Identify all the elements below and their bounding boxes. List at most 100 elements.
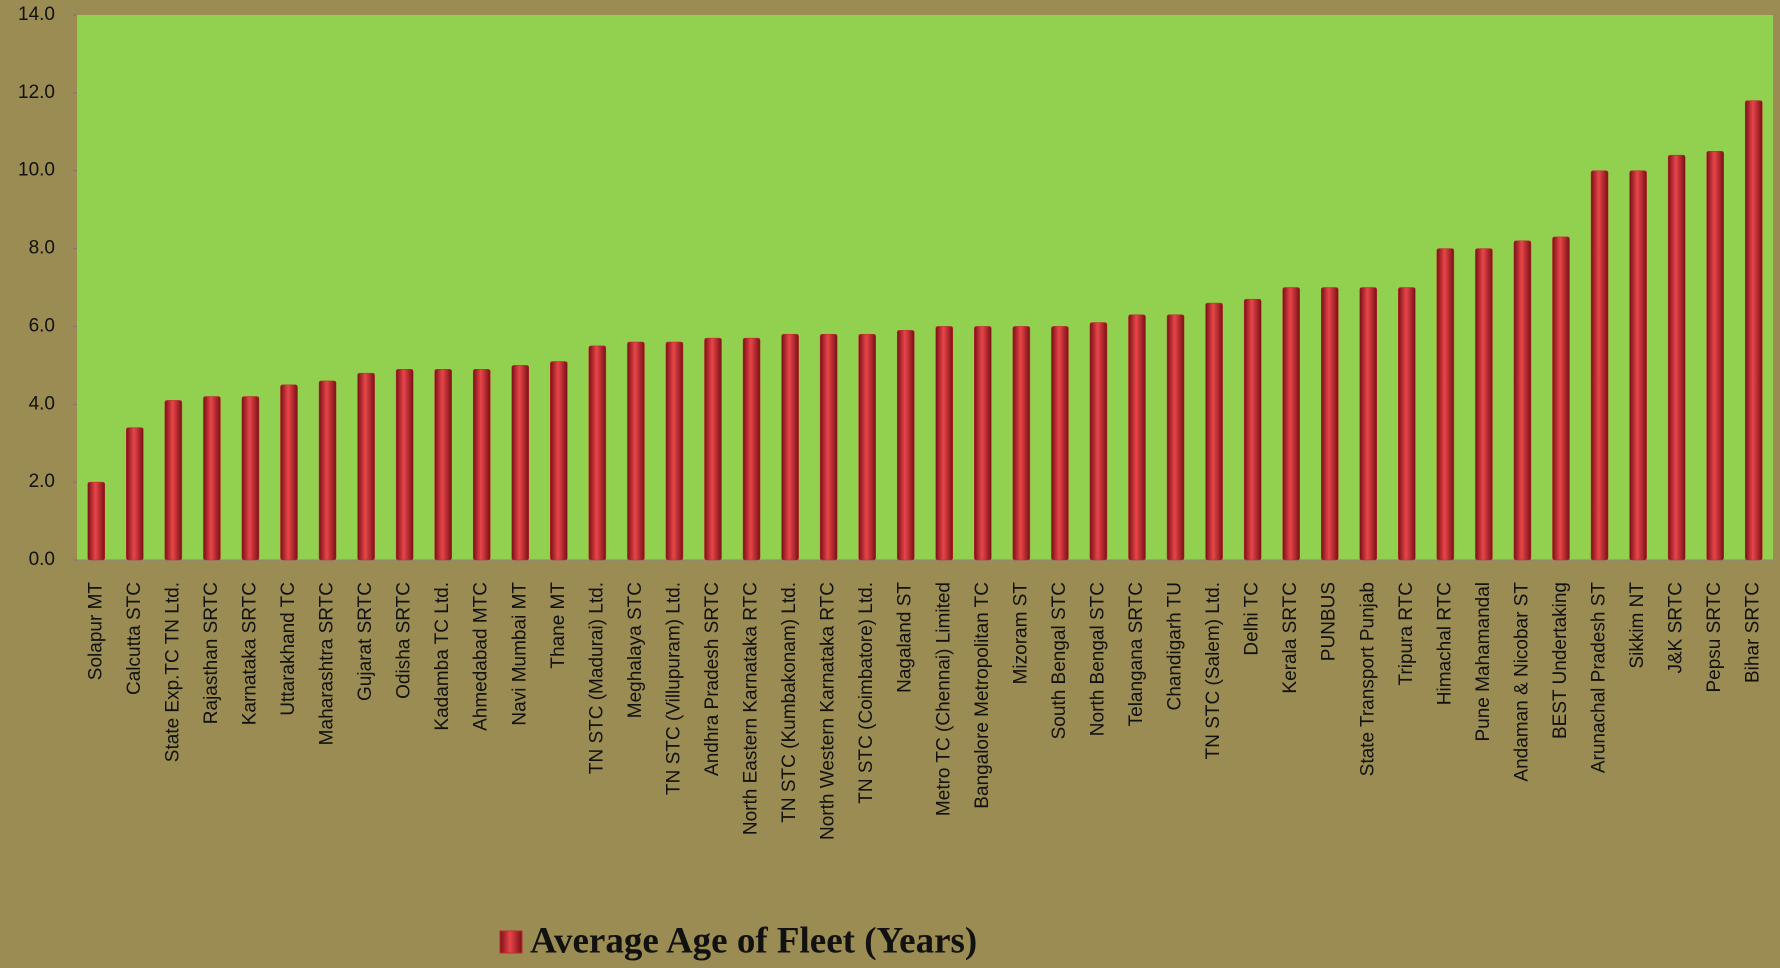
bar — [87, 481, 106, 561]
x-tick-label: Navi Mumbai MT — [509, 582, 530, 726]
x-tick-label: Bihar SRTC — [1743, 582, 1764, 683]
x-tick-label: Thane MT — [548, 582, 569, 669]
x-tick-label: Calcutta STC — [124, 582, 145, 695]
x-tick-label: J&K SRTC — [1666, 582, 1687, 674]
bar — [241, 396, 260, 561]
y-tick-label: 14.0 — [18, 4, 55, 25]
x-tick-label: Uttarakhand TC — [278, 582, 299, 716]
x-tick-label: Kadamba TC Ltd. — [432, 582, 453, 731]
x-tick-label: Mizoram ST — [1010, 582, 1031, 685]
bar — [126, 427, 144, 561]
y-tick-label: 4.0 — [29, 393, 55, 414]
bar — [742, 337, 761, 561]
bar — [1629, 170, 1647, 561]
y-tick-label: 0.0 — [29, 549, 55, 570]
x-tick-label: Andaman & Nicobar ST — [1511, 582, 1532, 782]
y-tick-label: 6.0 — [29, 315, 55, 336]
bar — [318, 380, 337, 561]
x-tick-label: Maharashtra SRTC — [317, 582, 338, 745]
bar — [1744, 100, 1763, 561]
x-tick-label: TN STC (Villupuram) Ltd. — [663, 582, 684, 795]
bar — [1513, 240, 1532, 561]
x-tick-label: Tripura RTC — [1396, 582, 1417, 685]
x-tick-label: TN STC (Coimbatore) Ltd. — [856, 582, 877, 804]
bar — [1590, 170, 1609, 561]
x-tick-label: Karnataka SRTC — [239, 582, 260, 725]
x-tick-label: Kerala SRTC — [1280, 582, 1301, 694]
x-tick-label: Chandigarh TU — [1165, 582, 1186, 711]
legend-label: Average Age of Fleet (Years) — [530, 920, 977, 961]
x-tick-label: TN STC (Salem) Ltd. — [1203, 582, 1224, 759]
x-tick-label: PUNBUS — [1319, 582, 1340, 661]
bar — [472, 369, 491, 561]
bar — [203, 396, 221, 561]
x-tick-label: Pune Mahamandal — [1473, 582, 1494, 742]
x-tick-label: TN STC (Kumbakonam) Ltd. — [779, 582, 800, 823]
bar — [627, 341, 645, 561]
bar — [1359, 287, 1378, 561]
x-tick-label: State Exp.TC TN Ltd. — [162, 582, 183, 762]
x-tick-label: Rajasthan SRTC — [201, 582, 222, 724]
bar — [1128, 314, 1146, 561]
bar — [781, 333, 799, 561]
bar — [1552, 236, 1570, 561]
x-tick-label: Ahmedabad MTC — [471, 582, 492, 731]
x-tick-label: Solapur MT — [85, 582, 106, 681]
bar — [1667, 154, 1686, 561]
x-tick-label: Odisha SRTC — [394, 582, 415, 699]
bar — [665, 341, 684, 561]
x-tick-label: TN STC (Madurai) Ltd. — [586, 582, 607, 774]
x-tick-label: Himachal RTC — [1434, 582, 1455, 705]
bar — [1205, 302, 1223, 561]
x-tick-label: Bangalore Metropolitan TC — [972, 582, 993, 809]
x-tick-label: Delhi TC — [1242, 582, 1263, 656]
bar — [1012, 326, 1031, 561]
bar — [550, 361, 568, 561]
bar — [511, 365, 530, 561]
bar — [896, 330, 915, 561]
x-tick-label: Metro TC (Chennai) Limited — [933, 582, 954, 816]
y-tick-label: 2.0 — [29, 471, 55, 492]
x-tick-label: BEST Undertaking — [1550, 582, 1571, 739]
legend-swatch — [499, 930, 523, 954]
bar — [1436, 248, 1455, 561]
x-tick-label: North Western Karnataka RTC — [818, 582, 839, 840]
y-tick-label: 8.0 — [29, 238, 55, 259]
bar — [974, 326, 992, 561]
x-tick-label: Nagaland ST — [895, 582, 916, 693]
x-tick-label: Telangana SRTC — [1126, 582, 1147, 726]
bar — [588, 345, 607, 561]
bar — [1320, 287, 1339, 561]
bar — [434, 369, 452, 561]
bar — [1243, 298, 1262, 561]
bar — [858, 333, 876, 561]
y-tick-label: 12.0 — [18, 82, 55, 103]
x-tick-label: State Transport Punjab — [1357, 582, 1378, 776]
x-tick-label: Gujarat SRTC — [355, 582, 376, 701]
x-tick-label: Andhra Pradesh SRTC — [702, 582, 723, 776]
bar — [164, 400, 183, 561]
bar — [935, 326, 954, 561]
bar — [1166, 314, 1185, 561]
x-tick-label: Pepsu SRTC — [1704, 582, 1725, 693]
x-tick-label: Sikkim NT — [1627, 582, 1648, 669]
bar — [1051, 326, 1069, 561]
bar — [1475, 248, 1493, 561]
bar — [1282, 287, 1300, 561]
bar — [704, 337, 722, 561]
x-tick-label: Arunachal Pradesh ST — [1589, 582, 1610, 774]
x-tick-label: North Bengal STC — [1087, 582, 1108, 736]
bar — [1089, 322, 1108, 561]
bar — [357, 372, 375, 561]
bar — [1398, 287, 1416, 561]
x-tick-label: Meghalaya STC — [625, 582, 646, 718]
bar — [395, 369, 414, 561]
y-tick-label: 10.0 — [18, 160, 55, 181]
x-tick-label: South Bengal STC — [1049, 582, 1070, 739]
x-tick-label: North Eastern Karnataka RTC — [741, 582, 762, 835]
bar — [280, 384, 298, 561]
bar — [1706, 151, 1724, 561]
bar — [819, 333, 838, 561]
